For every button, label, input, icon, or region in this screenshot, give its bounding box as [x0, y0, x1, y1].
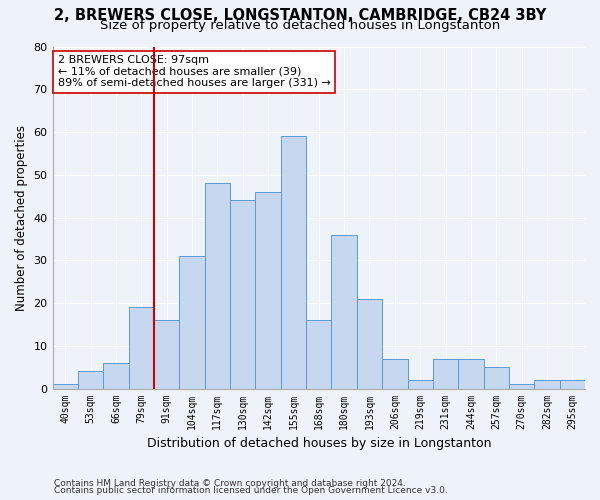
Bar: [484, 367, 509, 388]
Bar: [534, 380, 560, 388]
Bar: [78, 372, 103, 388]
Bar: [53, 384, 78, 388]
Text: Size of property relative to detached houses in Longstanton: Size of property relative to detached ho…: [100, 19, 500, 32]
Bar: [407, 380, 433, 388]
Text: Contains HM Land Registry data © Crown copyright and database right 2024.: Contains HM Land Registry data © Crown c…: [54, 478, 406, 488]
Bar: [179, 256, 205, 388]
Text: Contains public sector information licensed under the Open Government Licence v3: Contains public sector information licen…: [54, 486, 448, 495]
Bar: [230, 200, 256, 388]
Text: 2, BREWERS CLOSE, LONGSTANTON, CAMBRIDGE, CB24 3BY: 2, BREWERS CLOSE, LONGSTANTON, CAMBRIDGE…: [54, 8, 546, 23]
Bar: [560, 380, 585, 388]
Bar: [306, 320, 331, 388]
Bar: [458, 358, 484, 388]
X-axis label: Distribution of detached houses by size in Longstanton: Distribution of detached houses by size …: [146, 437, 491, 450]
Bar: [205, 184, 230, 388]
Bar: [382, 358, 407, 388]
Bar: [128, 308, 154, 388]
Bar: [154, 320, 179, 388]
Bar: [509, 384, 534, 388]
Bar: [433, 358, 458, 388]
Bar: [256, 192, 281, 388]
Bar: [103, 363, 128, 388]
Bar: [331, 234, 357, 388]
Bar: [281, 136, 306, 388]
Bar: [357, 299, 382, 388]
Text: 2 BREWERS CLOSE: 97sqm
← 11% of detached houses are smaller (39)
89% of semi-det: 2 BREWERS CLOSE: 97sqm ← 11% of detached…: [58, 55, 331, 88]
Y-axis label: Number of detached properties: Number of detached properties: [15, 124, 28, 310]
